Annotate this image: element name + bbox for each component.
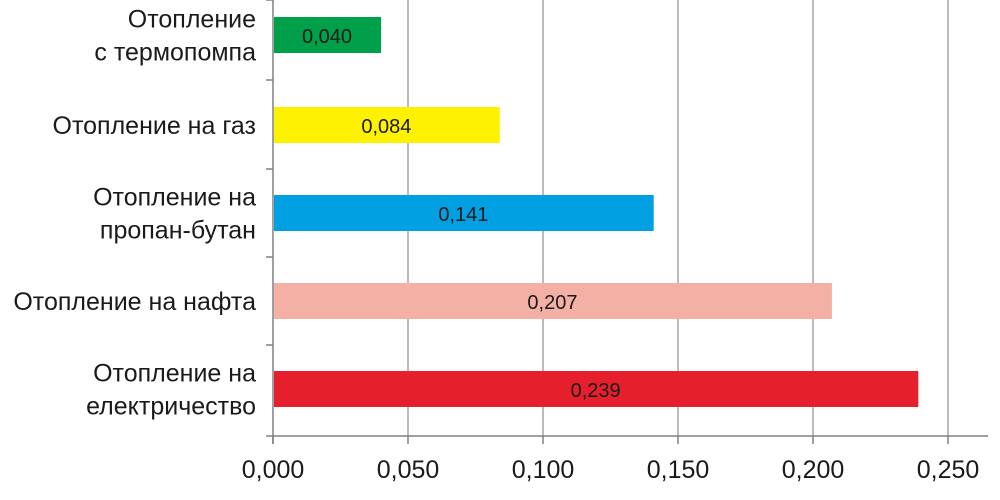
- category-label: електричество: [86, 393, 256, 421]
- x-tick-label: 0,200: [782, 456, 845, 484]
- data-label: 0,040: [302, 26, 352, 48]
- category-label: пропан-бутан: [100, 217, 256, 245]
- x-tick-label: 0,250: [917, 456, 980, 484]
- bar: [274, 283, 832, 319]
- category-label: Отопление на газ: [53, 112, 256, 140]
- category-label: Отопление на нафта: [13, 288, 256, 316]
- x-tick-label: 0,100: [512, 456, 575, 484]
- category-label: Отопление на: [93, 360, 256, 388]
- bar: [274, 17, 381, 53]
- x-tick-label: 0,150: [647, 456, 710, 484]
- data-label: 0,207: [527, 292, 577, 314]
- category-label: с термопомпа: [94, 39, 256, 67]
- data-label: 0,141: [438, 204, 488, 226]
- x-tick-label: 0,050: [377, 456, 440, 484]
- bar: [274, 195, 654, 231]
- bar: [274, 107, 500, 143]
- data-label: 0,239: [571, 380, 621, 402]
- category-label: Отопление на: [93, 184, 256, 212]
- data-label: 0,084: [361, 116, 411, 138]
- bar: [274, 371, 919, 407]
- category-label: Отопление: [128, 6, 256, 34]
- x-tick-label: 0,000: [242, 456, 305, 484]
